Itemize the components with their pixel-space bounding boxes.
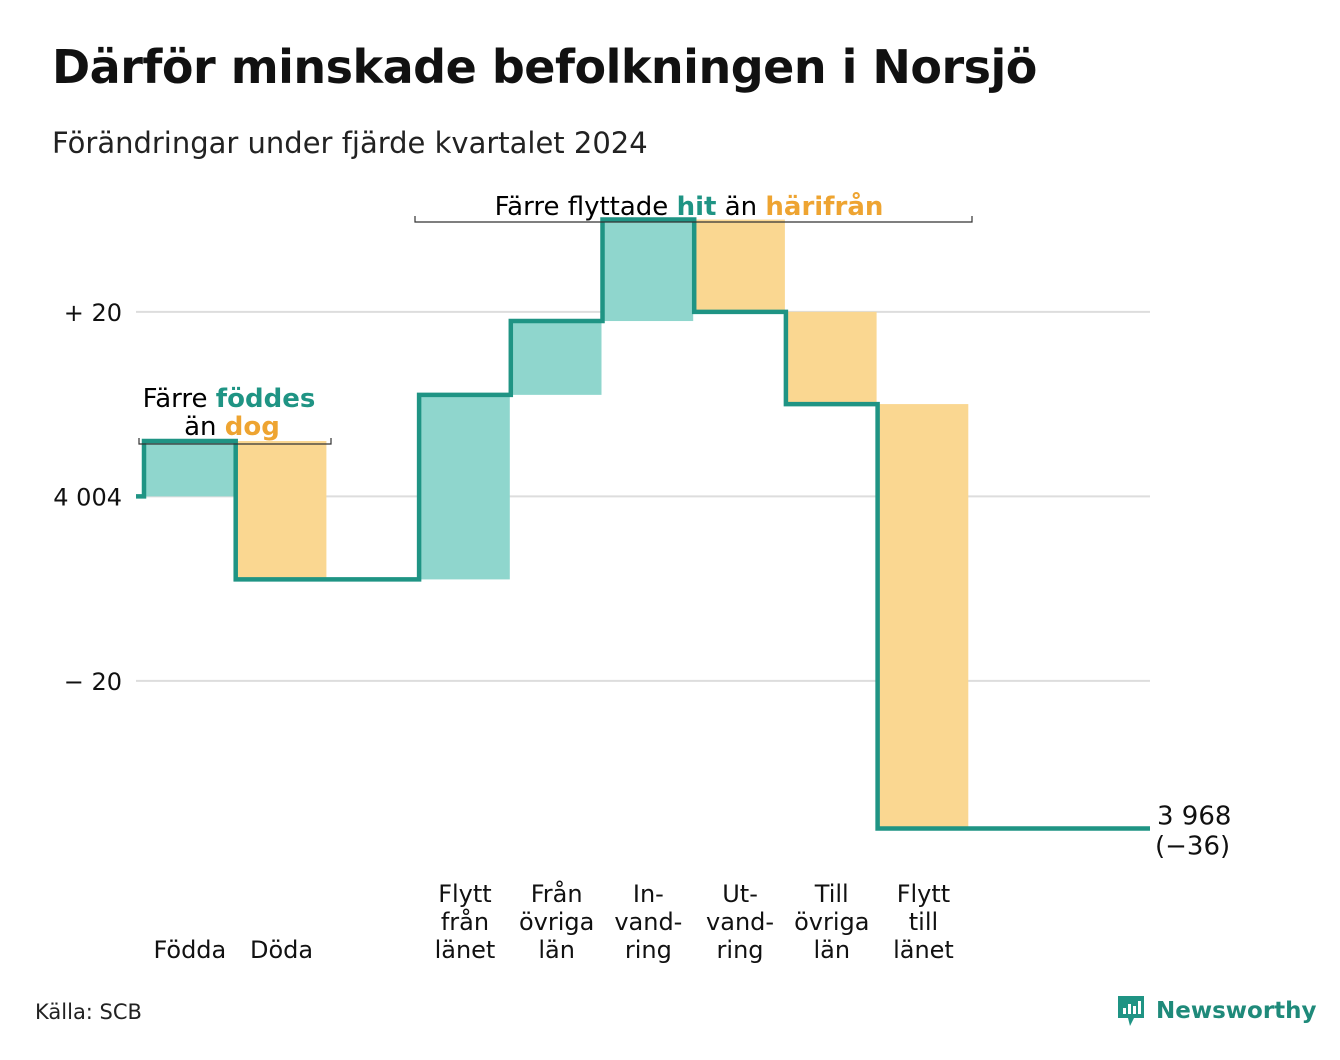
category-label: ring (625, 936, 672, 964)
category-label: ring (717, 936, 764, 964)
category-label: länet (435, 936, 496, 964)
y-tick-label: 4 004 (53, 483, 122, 511)
category-label: län (813, 936, 850, 964)
category-label: Döda (250, 936, 313, 964)
end-value-label: 3 968 (1157, 802, 1231, 832)
cumulative-step-line (136, 217, 1150, 831)
annotation-births-deaths-bracket (138, 438, 332, 445)
brand-name: Newsworthy (1156, 998, 1317, 1024)
category-label: Från (531, 879, 583, 908)
waterfall-bar-outflow (235, 441, 327, 580)
category-label: Flytt (438, 880, 492, 908)
annotation-births-deaths-line2: än dog (184, 412, 280, 442)
y-tick-label: + 20 (64, 299, 122, 327)
category-label: vand- (706, 908, 774, 936)
category-label: län (538, 936, 575, 964)
newsworthy-logo-icon (1118, 996, 1144, 1026)
category-label: övriga (519, 908, 594, 936)
annotation-migration: Färre flyttade hit än härifrån (495, 190, 884, 222)
category-label: till (909, 908, 938, 936)
annotation-births-deaths-line1: Färre föddes (143, 384, 316, 414)
category-label: Ut- (722, 880, 758, 908)
category-label: länet (893, 936, 954, 964)
waterfall-bar-inflow (144, 441, 235, 497)
category-label: In- (633, 880, 664, 908)
waterfall-bar-inflow (602, 219, 694, 322)
brand-logo: Newsworthy (1116, 994, 1317, 1028)
waterfall-bar-inflow (419, 394, 510, 580)
y-tick-label: − 20 (64, 668, 122, 696)
end-change-label: (−36) (1155, 832, 1230, 862)
waterfall-bar-inflow (510, 321, 602, 395)
waterfall-bar-outflow (694, 219, 785, 312)
category-label: Till (814, 880, 849, 908)
category-label: från (441, 907, 489, 936)
chart-subtitle: Förändringar under fjärde kvartalet 2024 (52, 126, 648, 160)
category-label: Flytt (897, 880, 951, 908)
category-label: Födda (153, 936, 226, 964)
annotation-migration-bracket (414, 216, 973, 223)
category-label: övriga (794, 908, 869, 936)
waterfall-bar-outflow (785, 311, 877, 405)
waterfall-bar-outflow (877, 404, 969, 829)
chart-title: Därför minskade befolkningen i Norsjö (52, 40, 1037, 94)
category-label: vand- (614, 908, 682, 936)
source-note: Källa: SCB (35, 1000, 142, 1024)
